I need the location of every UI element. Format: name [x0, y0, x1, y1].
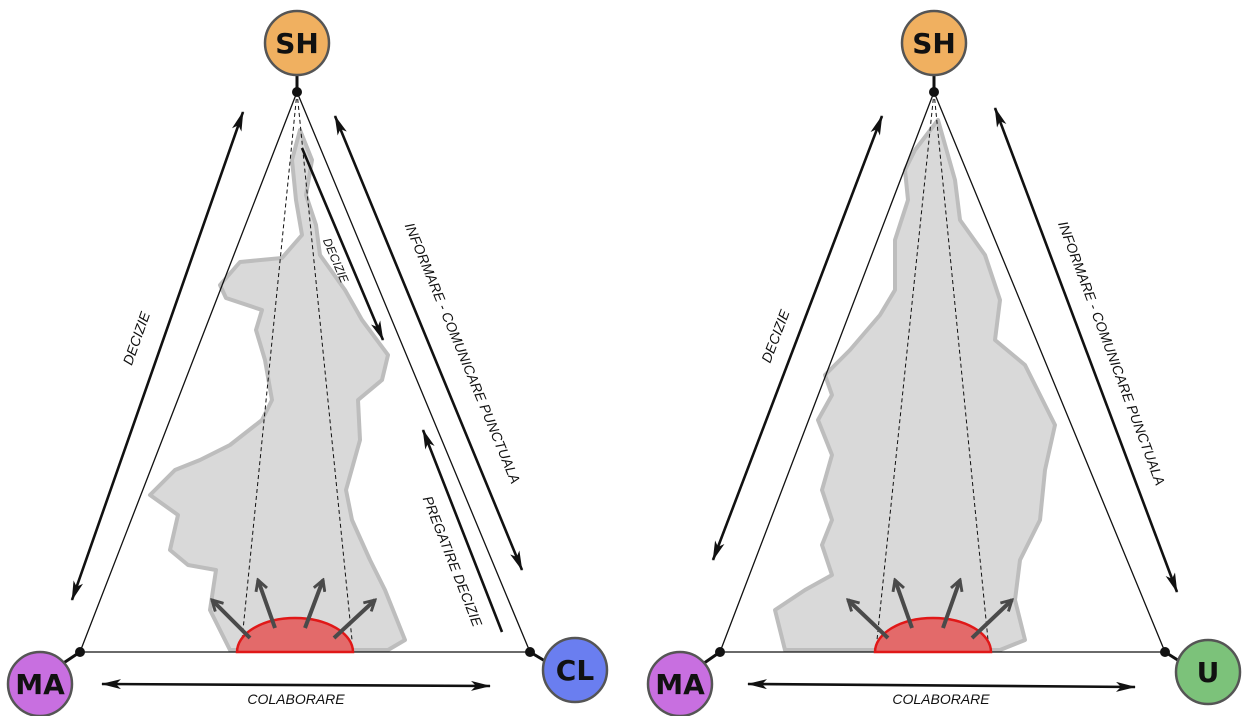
red-semicircle [235, 616, 355, 654]
sun-arrow-3 [941, 580, 960, 629]
connector-dot-right [525, 647, 535, 657]
arrow-left-edge [711, 115, 884, 561]
node-ma-circle [646, 650, 714, 716]
sun-arrow-1 [848, 600, 890, 640]
sun-arrow-1 [212, 600, 252, 640]
node-ma-label: MA [655, 668, 705, 701]
node-sh: SH [900, 9, 968, 77]
connector-dot-left [75, 647, 85, 657]
node-sh-circle [263, 9, 331, 77]
arrow-decizie-inner [300, 147, 385, 341]
arrow-pregatire [421, 429, 504, 633]
node-u: U [1174, 638, 1242, 706]
node-sh-label: SH [275, 27, 319, 60]
arrow-left-edge [70, 111, 245, 601]
sun-arrow-2 [258, 580, 277, 629]
diagram-right: DECIZIE INFORMARE - COMUNICARE PUNCTUALA… [646, 9, 1242, 716]
sun-arrow-4 [332, 600, 375, 640]
node-cl: CL [541, 636, 609, 704]
label-right-edge: INFORMARE - COMUNICARE PUNCTUALA [402, 220, 524, 486]
sun-arrow-3 [303, 580, 323, 629]
grey-silhouette [773, 118, 1057, 652]
label-bottom-edge: COLABORARE [247, 691, 345, 707]
node-u-label: U [1197, 656, 1220, 689]
node-cl-label: CL [556, 654, 595, 687]
node-cl-circle [541, 636, 609, 704]
label-pregatire: PREGATIRE DECIZIE [420, 494, 486, 630]
connector-dot-left [715, 647, 725, 657]
ray-left [876, 91, 935, 641]
label-left-edge: DECIZIE [758, 307, 793, 365]
sun-arrow-4 [970, 600, 1012, 640]
connector-dot-top [292, 87, 302, 97]
ray-left [241, 91, 298, 641]
node-ma-circle [6, 650, 74, 716]
connector-dot-top [929, 87, 939, 97]
arrow-right-edge [333, 115, 524, 571]
node-sh: SH [263, 9, 331, 77]
grey-silhouette [148, 128, 407, 652]
node-ma-label: MA [15, 668, 65, 701]
red-semicircle [873, 616, 993, 654]
label-right-edge: INFORMARE - COMUNICARE PUNCTUALA [1055, 219, 1168, 488]
arrow-right-edge [993, 107, 1179, 593]
label-bottom-edge: COLABORARE [892, 691, 990, 707]
arrow-bottom-edge [101, 679, 491, 691]
node-ma: MA [6, 650, 74, 716]
node-sh-label: SH [912, 27, 956, 60]
node-ma: MA [646, 650, 714, 716]
node-u-circle [1174, 638, 1242, 706]
ray-right [933, 91, 989, 641]
connector-dot-right [1160, 647, 1170, 657]
label-left-edge: DECIZIE [120, 309, 154, 367]
arrow-bottom-edge [747, 679, 1136, 692]
node-sh-circle [900, 9, 968, 77]
sun-arrow-2 [895, 580, 914, 629]
diagram-left: DECIZIE INFORMARE - COMUNICARE PUNCTUALA… [6, 9, 609, 716]
